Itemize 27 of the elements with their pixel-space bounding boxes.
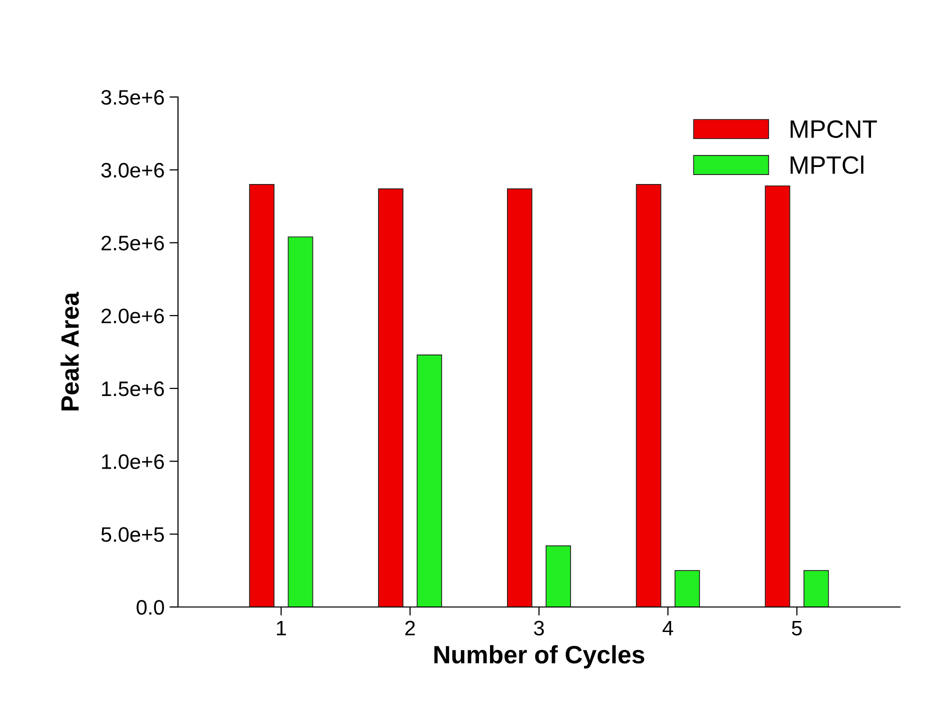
x-tick-label: 2 — [405, 620, 415, 636]
y-tick-label: 2.0e+6 — [102, 308, 164, 324]
y-tick-label: 3.0e+6 — [101, 162, 164, 178]
x-tick-label: 4 — [662, 620, 674, 636]
y-tick-label: 5.0e+5 — [101, 527, 164, 542]
y-tick-label: 3.5e+6 — [101, 90, 164, 105]
x-axis-title: Number of Cycles — [434, 645, 644, 668]
y-tick-label: 1.0e+6 — [102, 454, 164, 470]
x-tick-label: 3 — [534, 620, 544, 636]
bar — [764, 185, 790, 607]
bar — [636, 184, 662, 607]
bar — [674, 570, 700, 607]
bar — [546, 545, 572, 607]
legend-label: MPTCl — [790, 156, 864, 174]
legend-label: MPCNT — [790, 120, 877, 138]
bar — [288, 236, 314, 607]
x-tick-label: 1 — [276, 620, 286, 636]
x-tick-label: 5 — [792, 620, 802, 636]
y-tick-label: 1.5e+6 — [102, 381, 164, 396]
bar — [378, 188, 404, 607]
y-tick-label: 0.0 — [136, 600, 164, 615]
y-axis-title: Peak Area — [60, 292, 79, 410]
bar — [416, 354, 442, 607]
bar — [506, 188, 532, 607]
y-tick-label: 2.5e+6 — [102, 236, 164, 250]
bar — [804, 570, 829, 607]
bar — [249, 184, 274, 607]
